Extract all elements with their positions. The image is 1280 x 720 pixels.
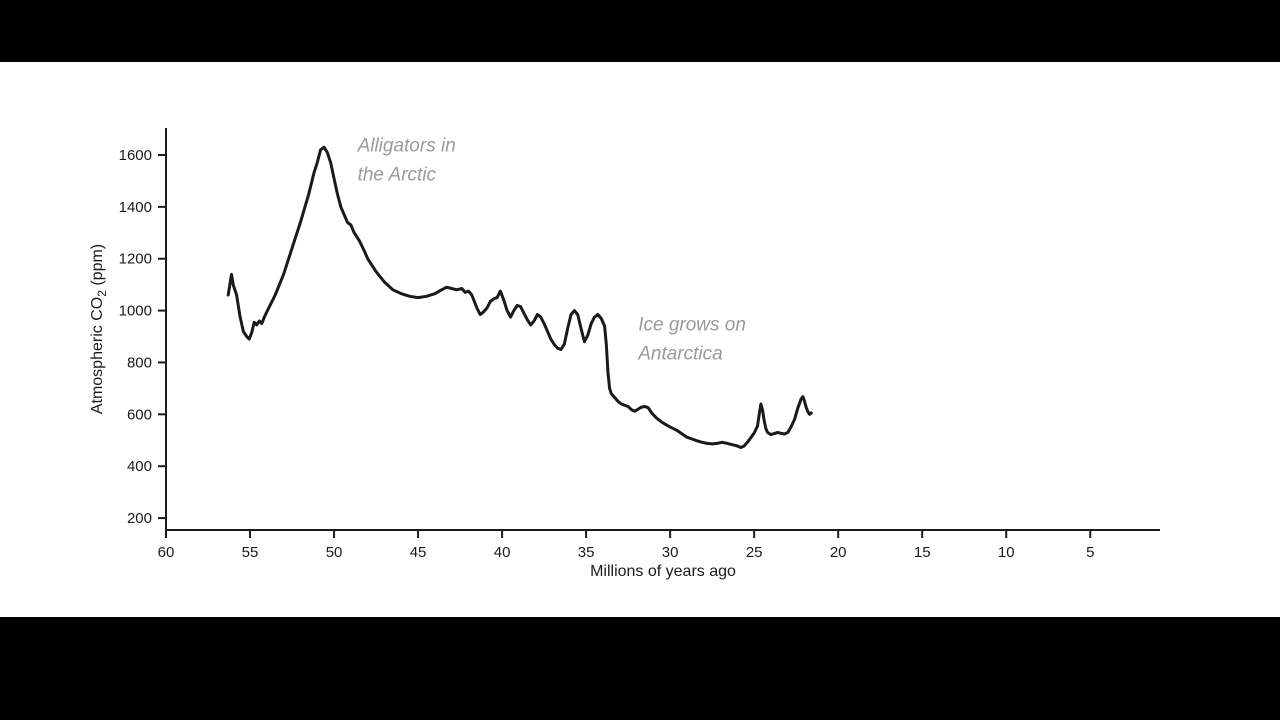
x-tick-label: 25 bbox=[746, 544, 763, 561]
y-tick-label: 600 bbox=[127, 406, 152, 423]
y-tick-label: 200 bbox=[127, 510, 152, 527]
y-tick-label: 1400 bbox=[119, 199, 152, 216]
chart-canvas: 60 55 50 45 40 35 30 25 20 15 10 5 200 400 600 800 1000 1… bbox=[0, 62, 1280, 617]
x-tick-label: 5 bbox=[1086, 544, 1094, 561]
co2-series-line bbox=[226, 145, 813, 449]
x-tick-label: 35 bbox=[578, 544, 595, 561]
letterbox-top bbox=[0, 0, 1280, 62]
chart-annotation: Alligators in the Arctic bbox=[357, 136, 456, 186]
x-tick-label: 45 bbox=[410, 544, 427, 561]
x-tick-label: 55 bbox=[242, 544, 259, 561]
chart-annotation: Ice grows on Antarctica bbox=[637, 315, 746, 365]
y-axis-title: Atmospheric CO2 (ppm) bbox=[89, 244, 109, 414]
x-tick-label: 30 bbox=[662, 544, 679, 561]
x-axis-title: Millions of years ago bbox=[590, 563, 736, 580]
y-tick-label: 1000 bbox=[119, 303, 152, 320]
y-tick-label: 400 bbox=[127, 458, 152, 475]
x-tick-label: 20 bbox=[830, 544, 847, 561]
y-tick-label: 1600 bbox=[119, 147, 152, 164]
x-tick-label: 10 bbox=[998, 544, 1015, 561]
y-tick-label: 1200 bbox=[119, 251, 152, 268]
x-tick-label: 60 bbox=[158, 544, 175, 561]
x-tick-label: 40 bbox=[494, 544, 511, 561]
co2-line-chart: 60 55 50 45 40 35 30 25 20 15 10 5 200 400 600 800 1000 1… bbox=[89, 128, 1160, 580]
letterbox-bottom bbox=[0, 617, 1280, 720]
y-tick-label: 800 bbox=[127, 354, 152, 371]
x-tick-label: 15 bbox=[914, 544, 931, 561]
x-tick-label: 50 bbox=[326, 544, 343, 561]
